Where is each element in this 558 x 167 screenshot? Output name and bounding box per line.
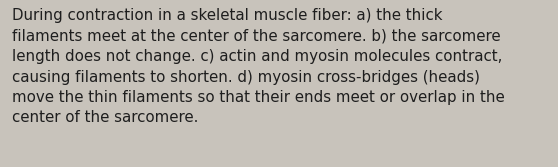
Text: During contraction in a skeletal muscle fiber: a) the thick
filaments meet at th: During contraction in a skeletal muscle … xyxy=(12,8,505,125)
